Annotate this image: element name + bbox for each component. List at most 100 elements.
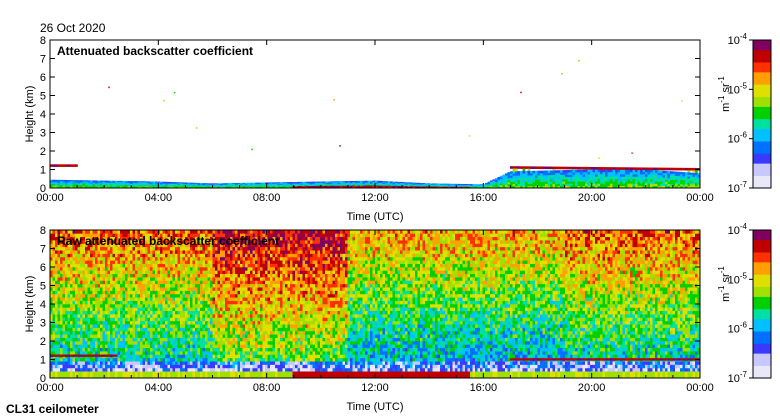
heatmap-cell	[175, 182, 178, 184]
heatmap-cell	[192, 186, 196, 188]
heatmap-cell	[52, 181, 56, 184]
heatmap-cell	[150, 327, 153, 332]
heatmap-cell	[570, 174, 573, 178]
heatmap-cell	[102, 307, 106, 312]
heatmap-cell	[145, 270, 148, 275]
heatmap-cell	[52, 314, 56, 318]
heatmap-cell	[57, 324, 61, 328]
heatmap-cell	[97, 256, 101, 261]
heatmap-cell	[137, 186, 141, 188]
heatmap-cell	[202, 184, 206, 186]
heatmap-cell	[240, 182, 243, 184]
heatmap-cell	[452, 186, 456, 188]
heatmap-cell	[177, 185, 181, 187]
heatmap-cell	[90, 246, 93, 251]
heatmap-cell	[167, 297, 171, 301]
heatmap-cell	[187, 186, 191, 188]
heatmap-cell	[140, 240, 143, 244]
heatmap-cell	[75, 367, 78, 372]
heatmap-cell	[145, 334, 148, 338]
heatmap-cell	[522, 179, 526, 182]
heatmap-cell	[102, 250, 106, 254]
heatmap-cell	[630, 185, 633, 189]
heatmap-cell	[122, 364, 126, 369]
heatmap-cell	[440, 185, 443, 187]
heatmap-cell	[130, 280, 133, 285]
heatmap-cell	[210, 183, 213, 185]
heatmap-cell	[175, 260, 178, 264]
heatmap-cell	[187, 344, 191, 349]
heatmap-cell	[97, 246, 101, 251]
heatmap-cell	[170, 273, 173, 278]
heatmap-cell	[465, 186, 468, 187]
heatmap-cell	[177, 344, 181, 349]
heatmap-cell	[190, 267, 193, 271]
heatmap-cell	[502, 176, 506, 179]
heatmap-cell	[675, 171, 678, 174]
heatmap-cell	[110, 344, 113, 349]
heatmap-cell	[337, 184, 341, 186]
heatmap-cell	[132, 250, 136, 254]
heatmap-cell	[77, 233, 81, 238]
heatmap-cell	[57, 185, 61, 188]
heatmap-cell	[170, 324, 173, 328]
heatmap-cell	[160, 267, 163, 271]
heatmap-cell	[92, 186, 96, 188]
heatmap-cell	[160, 256, 163, 261]
heatmap-cell	[100, 185, 103, 187]
heatmap-cell	[87, 307, 91, 312]
heatmap-cell	[177, 330, 181, 335]
heatmap-cell	[147, 260, 151, 264]
heatmap-cell	[115, 186, 118, 188]
heatmap-cell	[130, 334, 133, 338]
heatmap-cell	[115, 250, 118, 254]
heatmap-cell	[102, 267, 106, 271]
heatmap-cell	[142, 314, 146, 318]
heatmap-cell	[75, 327, 78, 332]
heatmap-cell	[395, 186, 398, 188]
heatmap-cell	[195, 186, 198, 188]
heatmap-cell	[412, 185, 416, 187]
heatmap-cell	[147, 347, 151, 352]
heatmap-cell	[177, 324, 181, 328]
heatmap-cell	[145, 250, 148, 254]
heatmap-cell	[150, 300, 153, 305]
heatmap-cell	[270, 182, 273, 184]
heatmap-cell	[185, 361, 188, 365]
heatmap-cell	[345, 186, 348, 188]
colorbar-segment	[753, 106, 771, 110]
heatmap-cell	[70, 307, 73, 312]
heatmap-cell	[97, 182, 101, 184]
heatmap-cell	[125, 327, 128, 332]
heatmap-cell	[97, 367, 101, 372]
heatmap-cell	[132, 267, 136, 271]
heatmap-cell	[112, 367, 116, 372]
heatmap-cell	[190, 260, 193, 264]
heatmap-cell	[330, 181, 333, 183]
heatmap-cell	[177, 351, 181, 355]
heatmap-cell	[50, 317, 53, 322]
heatmap-cell	[77, 246, 81, 251]
heatmap-cell	[270, 184, 273, 186]
heatmap-cell	[205, 184, 208, 186]
heatmap-cell	[182, 337, 186, 342]
heatmap-cell	[95, 347, 98, 352]
heatmap-cell	[132, 320, 136, 325]
heatmap-cell	[660, 179, 663, 182]
heatmap-cell	[690, 172, 693, 175]
heatmap-cell	[607, 174, 611, 177]
heatmap-cell	[312, 184, 316, 186]
heatmap-cell	[557, 179, 561, 182]
heatmap-cell	[70, 233, 73, 238]
heatmap-cell	[55, 317, 58, 322]
heatmap-cell	[112, 293, 116, 298]
cloud-cell	[67, 164, 71, 167]
colorbar-segment	[753, 91, 771, 95]
heatmap-cell	[92, 357, 96, 362]
heatmap-cell	[72, 230, 76, 234]
heatmap-cell	[112, 230, 116, 234]
heatmap-cell	[150, 240, 153, 244]
heatmap-cell	[75, 334, 78, 338]
heatmap-cell	[50, 324, 53, 328]
heatmap-cell	[145, 324, 148, 328]
